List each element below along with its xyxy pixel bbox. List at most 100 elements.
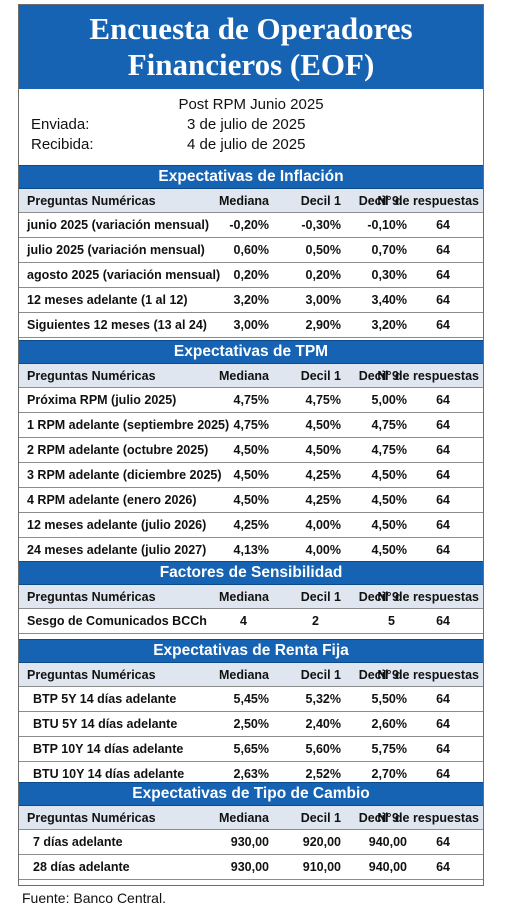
responses-cell: 64 bbox=[436, 742, 450, 756]
col-question: Preguntas Numéricas bbox=[27, 368, 156, 383]
responses-cell: 64 bbox=[436, 493, 450, 507]
median-cell: 3,00% bbox=[233, 318, 269, 332]
decile1-cell: 2,40% bbox=[305, 717, 341, 731]
decile9-cell: 2,60% bbox=[371, 717, 407, 731]
col-responses: N° de respuestas bbox=[377, 368, 479, 383]
section-tpm: Expectativas de TPM Preguntas Numéricas … bbox=[19, 340, 483, 563]
question-cell: 2 RPM adelante (octubre 2025) bbox=[27, 443, 209, 457]
table-row: 1 RPM adelante (septiembre 2025) 4,75% 4… bbox=[19, 413, 483, 438]
decile9-cell: 3,20% bbox=[371, 318, 407, 332]
decile9-cell: 0,30% bbox=[371, 268, 407, 282]
col-median: Mediana bbox=[218, 810, 269, 825]
question-cell: Sesgo de Comunicados BCCh bbox=[27, 614, 207, 628]
section-sensitivity: Factores de Sensibilidad Preguntas Numér… bbox=[19, 561, 483, 634]
received-row: Recibida: 4 de julio de 2025 bbox=[19, 135, 483, 155]
question-cell: BTP 10Y 14 días adelante bbox=[33, 742, 184, 756]
section-exchange-rate: Expectativas de Tipo de Cambio Preguntas… bbox=[19, 782, 483, 880]
section-inflation: Expectativas de Inflación Preguntas Numé… bbox=[19, 165, 483, 338]
median-cell: 0,20% bbox=[233, 268, 269, 282]
median-cell: 3,20% bbox=[233, 293, 269, 307]
column-header-row: Preguntas Numéricas Mediana Decil 1 Deci… bbox=[19, 585, 483, 609]
received-date: 4 de julio de 2025 bbox=[187, 136, 306, 153]
decile9-cell: 4,50% bbox=[371, 493, 407, 507]
question-cell: 4 RPM adelante (enero 2026) bbox=[27, 493, 197, 507]
decile9-cell: -0,10% bbox=[367, 218, 407, 232]
col-decile1: Decil 1 bbox=[300, 667, 341, 682]
responses-cell: 64 bbox=[436, 860, 450, 874]
table-row: 24 meses adelante (julio 2027) 4,13% 4,0… bbox=[19, 538, 483, 563]
decile9-cell: 5,75% bbox=[371, 742, 407, 756]
col-question: Preguntas Numéricas bbox=[27, 667, 156, 682]
col-median: Mediana bbox=[218, 589, 269, 604]
median-cell: 0,60% bbox=[233, 243, 269, 257]
col-decile9: Decil 9 bbox=[358, 589, 399, 604]
median-cell: 4,50% bbox=[233, 493, 269, 507]
col-responses: N° de respuestas bbox=[377, 667, 479, 682]
responses-cell: 64 bbox=[436, 518, 450, 532]
median-cell: 4,50% bbox=[233, 468, 269, 482]
responses-cell: 64 bbox=[436, 418, 450, 432]
decile1-cell: 4,50% bbox=[305, 418, 341, 432]
decile1-cell: 0,20% bbox=[305, 268, 341, 282]
table-row: agosto 2025 (variación mensual) 0,20% 0,… bbox=[19, 263, 483, 288]
question-cell: julio 2025 (variación mensual) bbox=[27, 243, 205, 257]
col-question: Preguntas Numéricas bbox=[27, 193, 156, 208]
decile1-cell: 4,00% bbox=[305, 518, 341, 532]
question-cell: agosto 2025 (variación mensual) bbox=[27, 268, 221, 282]
question-cell: junio 2025 (variación mensual) bbox=[27, 218, 210, 232]
table-row: BTP 5Y 14 días adelante 5,45% 5,32% 5,50… bbox=[19, 687, 483, 712]
col-median: Mediana bbox=[218, 193, 269, 208]
col-decile9: Decil 9 bbox=[358, 667, 399, 682]
responses-cell: 64 bbox=[436, 268, 450, 282]
decile9-cell: 2,70% bbox=[371, 767, 407, 781]
col-responses: N° de respuestas bbox=[377, 810, 479, 825]
decile9-cell: 940,00 bbox=[368, 835, 407, 849]
decile9-cell: 4,50% bbox=[371, 543, 407, 557]
decile9-cell: 4,75% bbox=[371, 418, 407, 432]
decile9-cell: 5,00% bbox=[371, 393, 407, 407]
question-cell: Próxima RPM (julio 2025) bbox=[27, 393, 177, 407]
section-fixed-income: Expectativas de Renta Fija Preguntas Num… bbox=[19, 639, 483, 787]
col-decile1: Decil 1 bbox=[300, 193, 341, 208]
table-row: Siguientes 12 meses (13 al 24) 3,00% 2,9… bbox=[19, 313, 483, 338]
table-row: 2 RPM adelante (octubre 2025) 4,50% 4,50… bbox=[19, 438, 483, 463]
table-row: Sesgo de Comunicados BCCh 4 2 5 64 bbox=[19, 609, 483, 634]
col-decile1: Decil 1 bbox=[300, 368, 341, 383]
col-responses: N° de respuestas bbox=[377, 589, 479, 604]
decile1-cell: 4,25% bbox=[305, 468, 341, 482]
responses-cell: 64 bbox=[436, 393, 450, 407]
section-title: Factores de Sensibilidad bbox=[19, 561, 483, 585]
col-decile9: Decil 9 bbox=[358, 193, 399, 208]
table-row: 7 días adelante 930,00 920,00 940,00 64 bbox=[19, 830, 483, 855]
median-cell: 4,13% bbox=[233, 543, 269, 557]
question-cell: 12 meses adelante (julio 2026) bbox=[27, 518, 207, 532]
decile1-cell: 4,00% bbox=[305, 543, 341, 557]
decile1-cell: 3,00% bbox=[305, 293, 341, 307]
survey-card: Encuesta de Operadores Financieros (EOF)… bbox=[18, 4, 484, 886]
section-title: Expectativas de Renta Fija bbox=[19, 639, 483, 663]
title-banner: Encuesta de Operadores Financieros (EOF) bbox=[19, 5, 483, 89]
decile1-cell: 5,60% bbox=[305, 742, 341, 756]
median-cell: 2,50% bbox=[233, 717, 269, 731]
survey-subtitle: Post RPM Junio 2025 bbox=[178, 96, 324, 113]
decile9-cell: 3,40% bbox=[371, 293, 407, 307]
question-cell: 24 meses adelante (julio 2027) bbox=[27, 543, 207, 557]
decile9-cell: 940,00 bbox=[368, 860, 407, 874]
question-cell: BTP 5Y 14 días adelante bbox=[33, 692, 177, 706]
responses-cell: 64 bbox=[436, 717, 450, 731]
table-row: 28 días adelante 930,00 910,00 940,00 64 bbox=[19, 855, 483, 880]
decile9-cell: 4,75% bbox=[371, 443, 407, 457]
survey-meta: Post RPM Junio 2025 Enviada: 3 de julio … bbox=[19, 95, 483, 155]
decile9-cell: 0,70% bbox=[371, 243, 407, 257]
sent-label: Enviada: bbox=[31, 116, 90, 133]
decile1-cell: 4,75% bbox=[305, 393, 341, 407]
col-decile1: Decil 1 bbox=[300, 810, 341, 825]
question-cell: 7 días adelante bbox=[33, 835, 123, 849]
table-row: 12 meses adelante (julio 2026) 4,25% 4,0… bbox=[19, 513, 483, 538]
column-header-row: Preguntas Numéricas Mediana Decil 1 Deci… bbox=[19, 663, 483, 687]
col-decile9: Decil 9 bbox=[358, 368, 399, 383]
decile1-cell: 910,00 bbox=[302, 860, 341, 874]
question-cell: 1 RPM adelante (septiembre 2025) bbox=[27, 418, 230, 432]
question-cell: 28 días adelante bbox=[33, 860, 130, 874]
responses-cell: 64 bbox=[436, 835, 450, 849]
